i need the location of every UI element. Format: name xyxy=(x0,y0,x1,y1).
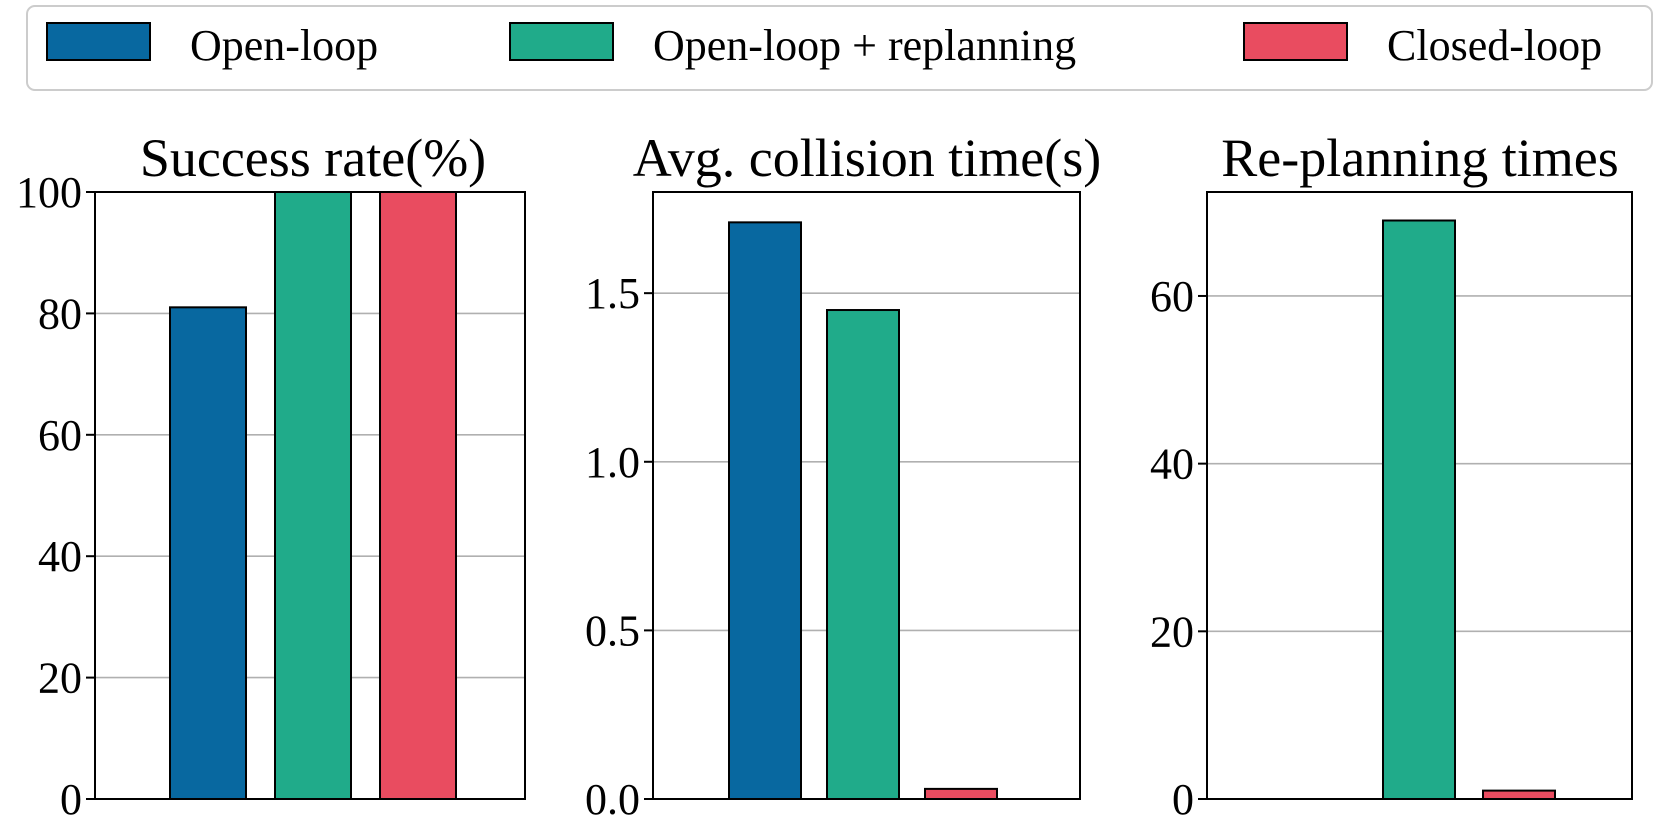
bar-closed-loop xyxy=(379,191,457,800)
legend-label-open-loop: Open-loop xyxy=(190,21,378,70)
y-tick-label: 0 xyxy=(1172,775,1194,824)
y-tick-label: 60 xyxy=(1150,272,1194,321)
y-tick-label: 0 xyxy=(60,775,82,824)
bar-open-loop-replanning xyxy=(826,309,900,800)
bar-open-loop-replanning xyxy=(1382,219,1456,800)
y-tick-label: 0.5 xyxy=(585,606,640,655)
y-tick-label: 40 xyxy=(1150,440,1194,489)
y-tick-label: 1.5 xyxy=(585,269,640,318)
legend-label-open-loop-replanning: Open-loop + replanning xyxy=(653,21,1076,70)
legend-label-closed-loop: Closed-loop xyxy=(1387,21,1602,70)
legend-swatch-closed-loop xyxy=(1243,22,1348,61)
legend-swatch-open-loop xyxy=(46,22,151,61)
legend-swatch-open-loop-replanning xyxy=(509,22,614,61)
y-tick-label: 60 xyxy=(38,411,82,460)
chart-title: Avg. collision time(s) xyxy=(633,128,1101,188)
legend: Open-loop Open-loop + replanning Closed-… xyxy=(26,5,1653,91)
chart-avg-collision-time: Avg. collision time(s) 0.0 0.5 1.0 1.5 xyxy=(585,128,1101,824)
chart-replanning-times: Re-planning times 0 20 40 60 xyxy=(1150,128,1633,824)
y-tick-label: 40 xyxy=(38,532,82,581)
bar-closed-loop xyxy=(1482,789,1556,801)
y-tick-label: 80 xyxy=(38,289,82,338)
chart-success-rate: Success rate(%) 0 20 40 60 80 100 xyxy=(16,128,526,824)
bar-open-loop-replanning xyxy=(274,191,352,800)
chart-title: Re-planning times xyxy=(1221,128,1618,188)
chart-title: Success rate(%) xyxy=(140,128,486,188)
bar-open-loop xyxy=(169,306,247,800)
axes-frame xyxy=(652,191,1081,800)
axes-frame xyxy=(1206,191,1633,800)
y-tick-label: 100 xyxy=(16,168,82,217)
y-tick-label: 1.0 xyxy=(585,438,640,487)
y-tick-label: 20 xyxy=(38,654,82,703)
bar-open-loop xyxy=(728,221,802,801)
y-tick-label: 0.0 xyxy=(585,775,640,824)
bar-closed-loop xyxy=(924,787,998,801)
y-tick-label: 20 xyxy=(1150,607,1194,656)
axes-frame xyxy=(94,191,526,800)
